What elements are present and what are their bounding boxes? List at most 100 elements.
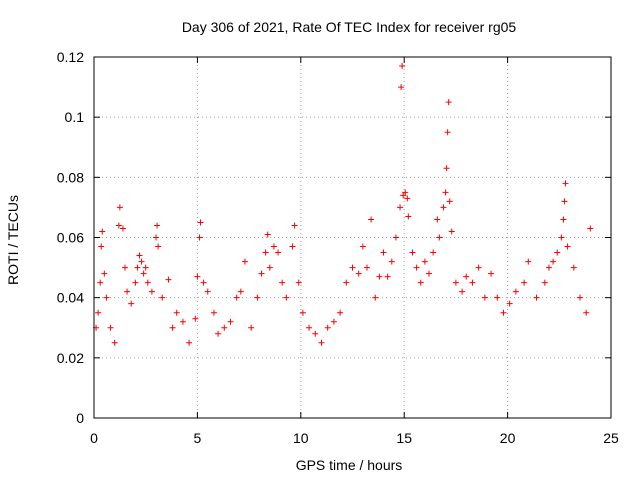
data-point [404, 195, 411, 202]
data-point [318, 339, 325, 346]
data-point [262, 249, 269, 256]
data-point [459, 288, 466, 295]
y-tick-label: 0.02 [57, 350, 84, 366]
data-point [154, 222, 161, 229]
data-point [363, 264, 370, 271]
data-point [155, 243, 162, 250]
data-point [330, 318, 337, 325]
data-point [107, 324, 114, 331]
data-point [533, 294, 540, 301]
data-point [512, 288, 519, 295]
x-tick-label: 5 [194, 430, 202, 446]
data-point [384, 273, 391, 280]
data-point [144, 279, 151, 286]
y-axis-title: ROTI / TECUs [5, 195, 21, 285]
data-point [115, 222, 122, 229]
data-point [442, 189, 449, 196]
y-axis-ticks: 0 0.02 0.04 0.06 0.08 0.1 0.12 [57, 49, 611, 426]
data-point [392, 234, 399, 241]
data-point [440, 204, 447, 211]
data-point [494, 294, 501, 301]
data-point [241, 258, 248, 265]
data-point [248, 324, 255, 331]
data-point [148, 288, 155, 295]
data-point [444, 129, 451, 136]
data-point [541, 279, 548, 286]
x-tick-label: 25 [603, 430, 619, 446]
data-point [122, 264, 129, 271]
data-point [376, 273, 383, 280]
data-point [186, 339, 193, 346]
data-point [446, 198, 453, 205]
data-point [475, 264, 482, 271]
data-point [215, 330, 222, 337]
data-point [103, 294, 110, 301]
data-point [399, 63, 406, 70]
data-point [138, 258, 145, 265]
data-point [398, 84, 405, 91]
data-point [561, 198, 568, 205]
data-point [583, 309, 590, 316]
x-tick-label: 10 [293, 430, 309, 446]
data-point [558, 234, 565, 241]
data-point [283, 294, 290, 301]
data-point [469, 279, 476, 286]
data-point [587, 225, 594, 232]
data-point [550, 258, 557, 265]
data-point [197, 219, 204, 226]
data-point [136, 252, 143, 259]
data-point [116, 204, 123, 211]
data-point [299, 309, 306, 316]
data-point [98, 243, 105, 250]
data-point [564, 243, 571, 250]
data-point [452, 279, 459, 286]
data-point [153, 234, 160, 241]
data-point [434, 216, 441, 223]
data-point [132, 279, 139, 286]
data-point [210, 309, 217, 316]
data-point [448, 228, 455, 235]
x-tick-label: 0 [90, 430, 98, 446]
data-point [119, 225, 126, 232]
data-point [95, 309, 102, 316]
data-point [500, 309, 507, 316]
data-point [562, 180, 569, 187]
data-point [101, 270, 108, 277]
data-point [560, 216, 567, 223]
data-point [237, 288, 244, 295]
data-point [400, 192, 407, 199]
data-point [204, 288, 211, 295]
data-point [169, 324, 176, 331]
data-point [111, 339, 118, 346]
x-tick-label: 15 [396, 430, 412, 446]
data-point [337, 309, 344, 316]
data-point [372, 294, 379, 301]
data-point [99, 228, 106, 235]
data-point [266, 264, 273, 271]
data-point [426, 270, 433, 277]
chart-title: Day 306 of 2021, Rate Of TEC Index for r… [182, 19, 517, 35]
y-tick-label: 0 [76, 410, 84, 426]
data-point [97, 279, 104, 286]
data-point [521, 279, 528, 286]
data-point [405, 213, 412, 220]
data-point [488, 270, 495, 277]
data-point [576, 294, 583, 301]
data-point [402, 189, 409, 196]
data-point [409, 249, 416, 256]
y-tick-label: 0.12 [57, 49, 84, 65]
data-point [179, 318, 186, 325]
data-point [275, 249, 282, 256]
data-point [343, 279, 350, 286]
data-point [349, 264, 356, 271]
data-point [545, 264, 552, 271]
data-point [258, 270, 265, 277]
data-point [254, 294, 261, 301]
data-point [159, 294, 166, 301]
y-tick-label: 0.1 [65, 109, 85, 125]
data-point [481, 294, 488, 301]
data-point [570, 264, 577, 271]
data-point [359, 243, 366, 250]
data-point [196, 234, 203, 241]
